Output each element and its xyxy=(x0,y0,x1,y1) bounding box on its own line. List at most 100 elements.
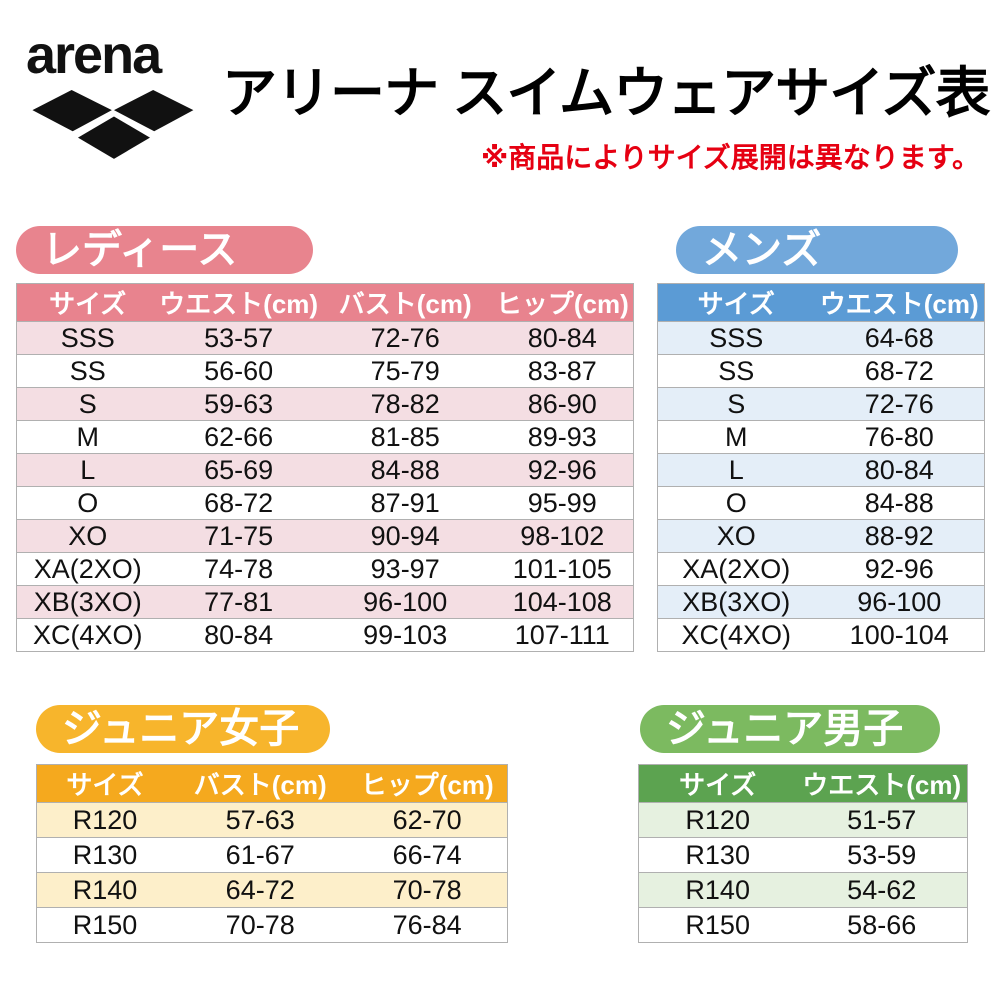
column-header: サイズ xyxy=(657,283,815,322)
table-row: R140 64-72 70-78 xyxy=(36,872,508,908)
size-cell: 61-67 xyxy=(173,837,348,873)
size-cell: 80-84 xyxy=(491,321,634,355)
section-junior-girls: ジュニア女子 サイズ バスト(cm) ヒップ(cm) R120 57-63 62-70 R1… xyxy=(36,705,508,943)
size-cell: 68-72 xyxy=(158,486,319,520)
size-cell: 66-74 xyxy=(347,837,508,873)
size-cell: 64-68 xyxy=(814,321,985,355)
size-note: ※商品によりサイズ展開は異なります。 xyxy=(480,142,980,173)
badge-junior-girls: ジュニア女子 xyxy=(36,705,330,753)
size-cell: 76-80 xyxy=(814,420,985,454)
header-row: サイズ ウエスト(cm) xyxy=(657,283,985,322)
size-cell: XO xyxy=(657,519,815,553)
size-cell: R140 xyxy=(36,872,174,908)
size-cell: 57-63 xyxy=(173,802,348,838)
section-mens: メンズ サイズ ウエスト(cm) SSS 64-68 SS 68-72 S 72-76 M 76-… xyxy=(657,226,985,652)
size-cell: R130 xyxy=(638,837,797,873)
size-cell: L xyxy=(16,453,159,487)
size-cell: 59-63 xyxy=(158,387,319,421)
size-table-junior-boys: サイズ ウエスト(cm) R120 51-57 R130 53-59 R140 54-62 R1… xyxy=(638,764,968,943)
size-cell: 92-96 xyxy=(814,552,985,586)
size-cell: XB(3XO) xyxy=(16,585,159,619)
size-cell: R150 xyxy=(638,907,797,943)
size-cell: SS xyxy=(16,354,159,388)
table-row: SS 68-72 xyxy=(657,354,985,388)
size-cell: 93-97 xyxy=(318,552,492,586)
size-cell: 83-87 xyxy=(491,354,634,388)
table-row: O 84-88 xyxy=(657,486,985,520)
size-cell: 101-105 xyxy=(491,552,634,586)
column-header: ウエスト(cm) xyxy=(796,764,968,803)
size-cell: 98-102 xyxy=(491,519,634,553)
size-cell: 53-59 xyxy=(796,837,968,873)
column-header: ヒップ(cm) xyxy=(491,283,634,322)
size-cell: 87-91 xyxy=(318,486,492,520)
size-cell: 75-79 xyxy=(318,354,492,388)
table-row: M 76-80 xyxy=(657,420,985,454)
table-row: S 59-63 78-82 86-90 xyxy=(16,387,634,421)
size-cell: 84-88 xyxy=(814,486,985,520)
column-header: ウエスト(cm) xyxy=(158,283,319,322)
size-cell: 80-84 xyxy=(158,618,319,652)
size-cell: R120 xyxy=(36,802,174,838)
size-cell: S xyxy=(657,387,815,421)
size-table-mens: サイズ ウエスト(cm) SSS 64-68 SS 68-72 S 72-76 M 76-80 L 8… xyxy=(657,283,985,652)
size-cell: 84-88 xyxy=(318,453,492,487)
table-row: SSS 53-57 72-76 80-84 xyxy=(16,321,634,355)
page-title: アリーナ スイムウェアサイズ表 xyxy=(222,62,991,124)
table-row: XO 71-75 90-94 98-102 xyxy=(16,519,634,553)
size-cell: 78-82 xyxy=(318,387,492,421)
table-row: S 72-76 xyxy=(657,387,985,421)
size-cell: 56-60 xyxy=(158,354,319,388)
badge-junior-boys: ジュニア男子 xyxy=(640,705,940,753)
header-row: サイズ ウエスト(cm) xyxy=(638,764,968,803)
size-cell: 64-72 xyxy=(173,872,348,908)
size-table-junior-girls: サイズ バスト(cm) ヒップ(cm) R120 57-63 62-70 R130 61-67… xyxy=(36,764,508,943)
size-cell: 88-92 xyxy=(814,519,985,553)
size-cell: 68-72 xyxy=(814,354,985,388)
size-cell: 81-85 xyxy=(318,420,492,454)
header-row: サイズ バスト(cm) ヒップ(cm) xyxy=(36,764,508,803)
size-cell: 54-62 xyxy=(796,872,968,908)
size-cell: R130 xyxy=(36,837,174,873)
size-cell: S xyxy=(16,387,159,421)
table-row: R140 54-62 xyxy=(638,872,968,908)
size-cell: 74-78 xyxy=(158,552,319,586)
size-cell: XB(3XO) xyxy=(657,585,815,619)
size-cell: 51-57 xyxy=(796,802,968,838)
size-cell: O xyxy=(16,486,159,520)
table-row: R120 51-57 xyxy=(638,802,968,838)
arena-logo: arena xyxy=(26,28,216,162)
column-header: ウエスト(cm) xyxy=(814,283,985,322)
size-cell: 70-78 xyxy=(347,872,508,908)
section-junior-boys: ジュニア男子 サイズ ウエスト(cm) R120 51-57 R130 53-59 R140… xyxy=(638,705,968,943)
table-row: L 65-69 84-88 92-96 xyxy=(16,453,634,487)
size-cell: XA(2XO) xyxy=(657,552,815,586)
table-row: XA(2XO) 74-78 93-97 101-105 xyxy=(16,552,634,586)
size-cell: XA(2XO) xyxy=(16,552,159,586)
table-row: O 68-72 87-91 95-99 xyxy=(16,486,634,520)
arena-diamonds-icon xyxy=(32,90,194,159)
table-row: R120 57-63 62-70 xyxy=(36,802,508,838)
size-cell: 53-57 xyxy=(158,321,319,355)
size-cell: 80-84 xyxy=(814,453,985,487)
table-row: SSS 64-68 xyxy=(657,321,985,355)
size-cell: 72-76 xyxy=(814,387,985,421)
size-cell: O xyxy=(657,486,815,520)
size-cell: 89-93 xyxy=(491,420,634,454)
header-row: サイズ ウエスト(cm) バスト(cm) ヒップ(cm) xyxy=(16,283,634,322)
size-table-ladies: サイズ ウエスト(cm) バスト(cm) ヒップ(cm) SSS 53-57 72-76 80… xyxy=(16,283,634,652)
table-row: M 62-66 81-85 89-93 xyxy=(16,420,634,454)
table-row: XA(2XO) 92-96 xyxy=(657,552,985,586)
column-header: バスト(cm) xyxy=(173,764,348,803)
section-ladies: レディース サイズ ウエスト(cm) バスト(cm) ヒップ(cm) SSS 53-57 7… xyxy=(16,226,634,652)
size-cell: 70-78 xyxy=(173,907,348,943)
size-cell: 104-108 xyxy=(491,585,634,619)
size-cell: 62-70 xyxy=(347,802,508,838)
size-cell: 100-104 xyxy=(814,618,985,652)
size-cell: 90-94 xyxy=(318,519,492,553)
size-cell: 65-69 xyxy=(158,453,319,487)
size-cell: L xyxy=(657,453,815,487)
arena-logo-text: arena xyxy=(26,25,162,85)
size-cell: 72-76 xyxy=(318,321,492,355)
